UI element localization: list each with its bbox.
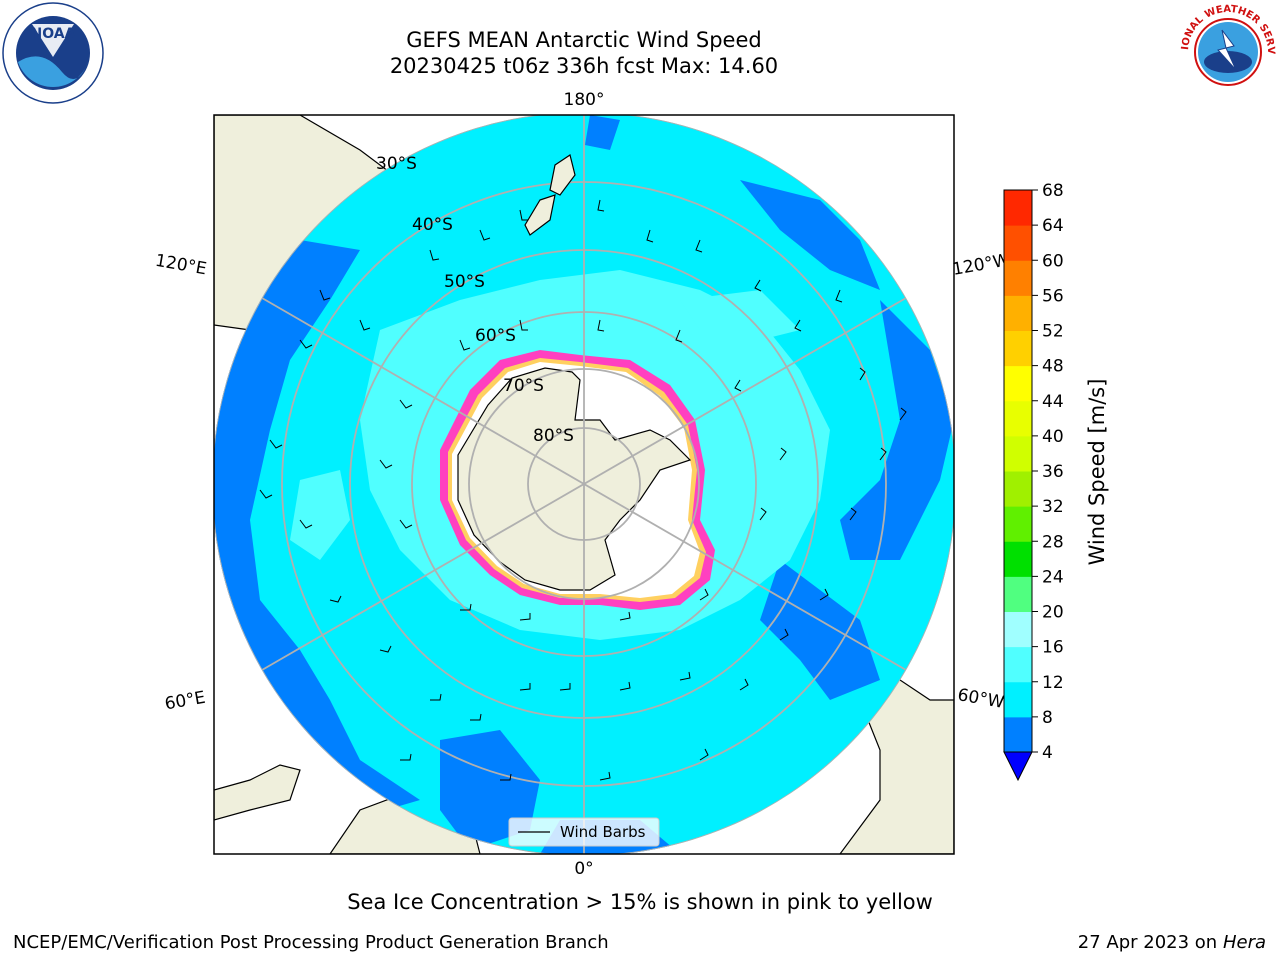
footer-date: 27 Apr 2023 on Hera — [1078, 932, 1266, 953]
colorbar-segment — [1004, 260, 1032, 296]
svg-text:60°W: 60°W — [956, 685, 1006, 713]
colorbar-tick-label: 40 — [1042, 427, 1064, 447]
svg-text:50°S: 50°S — [444, 272, 485, 292]
latitude-labels: 30°S 40°S 50°S 60°S 70°S 80°S — [376, 154, 574, 446]
footer-host: Hera — [1222, 932, 1266, 953]
colorbar-segment — [1004, 646, 1032, 683]
colorbar-segment — [1004, 541, 1032, 577]
colorbar-tick-label: 52 — [1042, 322, 1064, 342]
colorbar-underflow — [1003, 751, 1033, 782]
svg-text:60°S: 60°S — [475, 326, 516, 346]
colorbar-tick-label: 8 — [1042, 708, 1053, 728]
colorbar-label: Wind Speed [m/s] — [1085, 378, 1109, 566]
svg-text:120°W: 120°W — [951, 250, 1012, 280]
footer-credit: NCEP/EMC/Verification Post Processing Pr… — [13, 932, 609, 953]
colorbar-segment — [1004, 471, 1032, 507]
colorbar-segment — [1004, 225, 1032, 261]
nws-logo: NATIONAL WEATHER SERVICE — [1172, 0, 1280, 104]
graticule — [214, 115, 954, 854]
colorbar-tick-label: 68 — [1042, 181, 1064, 201]
wind-barbs — [259, 199, 907, 781]
colorbar-segment — [1004, 330, 1032, 367]
svg-text:180°: 180° — [564, 90, 605, 110]
colorbar-tick-label: 44 — [1042, 392, 1064, 412]
chart-title: GEFS MEAN Antarctic Wind Speed — [406, 28, 762, 52]
svg-text:NOAA: NOAA — [31, 26, 76, 42]
colorbar-tick-label: 48 — [1042, 357, 1064, 377]
colorbar-segment — [1004, 611, 1032, 648]
svg-text:40°S: 40°S — [412, 215, 453, 235]
svg-text:0°: 0° — [574, 859, 593, 879]
colorbar-segment — [1004, 681, 1032, 718]
colorbar-segment — [1004, 365, 1032, 402]
colorbar-tick-label: 36 — [1042, 462, 1064, 482]
svg-text:120°E: 120°E — [154, 251, 208, 280]
colorbar-tick-label: 32 — [1042, 497, 1064, 517]
colorbar-segment — [1004, 576, 1032, 612]
svg-text:60°E: 60°E — [163, 688, 207, 715]
svg-text:30°S: 30°S — [376, 154, 417, 174]
colorbar-tick-label: 24 — [1042, 567, 1064, 587]
new-zealand — [524, 154, 576, 236]
colorbar-tick-label: 64 — [1042, 216, 1064, 236]
colorbar: 68 64 60 56 52 48 44 40 36 32 28 24 20 16 12 8 4 — [1003, 181, 1064, 782]
colorbar-tick-label: 12 — [1042, 673, 1064, 693]
colorbar-tick-label: 4 — [1042, 743, 1053, 763]
svg-text:80°S: 80°S — [533, 426, 574, 446]
colorbar-tick-label: 60 — [1042, 251, 1064, 271]
colorbar-segment — [1004, 435, 1032, 472]
colorbar-segment — [1004, 295, 1032, 331]
colorbar-tick-label: 16 — [1042, 638, 1064, 658]
colorbar-segment — [1004, 716, 1032, 753]
chart-subtitle: 20230425 t06z 336h fcst Max: 14.60 — [389, 54, 779, 78]
colorbar-segment — [1004, 400, 1032, 437]
legend: Wind Barbs — [508, 817, 660, 847]
colorbar-segment — [1004, 506, 1032, 542]
sea-ice-note: Sea Ice Concentration > 15% is shown in … — [347, 890, 933, 914]
svg-text:Wind Barbs: Wind Barbs — [560, 823, 646, 841]
colorbar-tick-label: 20 — [1042, 603, 1064, 623]
noaa-logo: NOAA — [2, 2, 104, 104]
colorbar-tick-label: 28 — [1042, 532, 1064, 552]
map-frame — [213, 114, 955, 855]
footer-date-text: 27 Apr 2023 on — [1077, 932, 1223, 953]
colorbar-tick-label: 56 — [1042, 286, 1064, 306]
svg-text:70°S: 70°S — [503, 376, 544, 396]
colorbar-segment — [1004, 190, 1032, 226]
